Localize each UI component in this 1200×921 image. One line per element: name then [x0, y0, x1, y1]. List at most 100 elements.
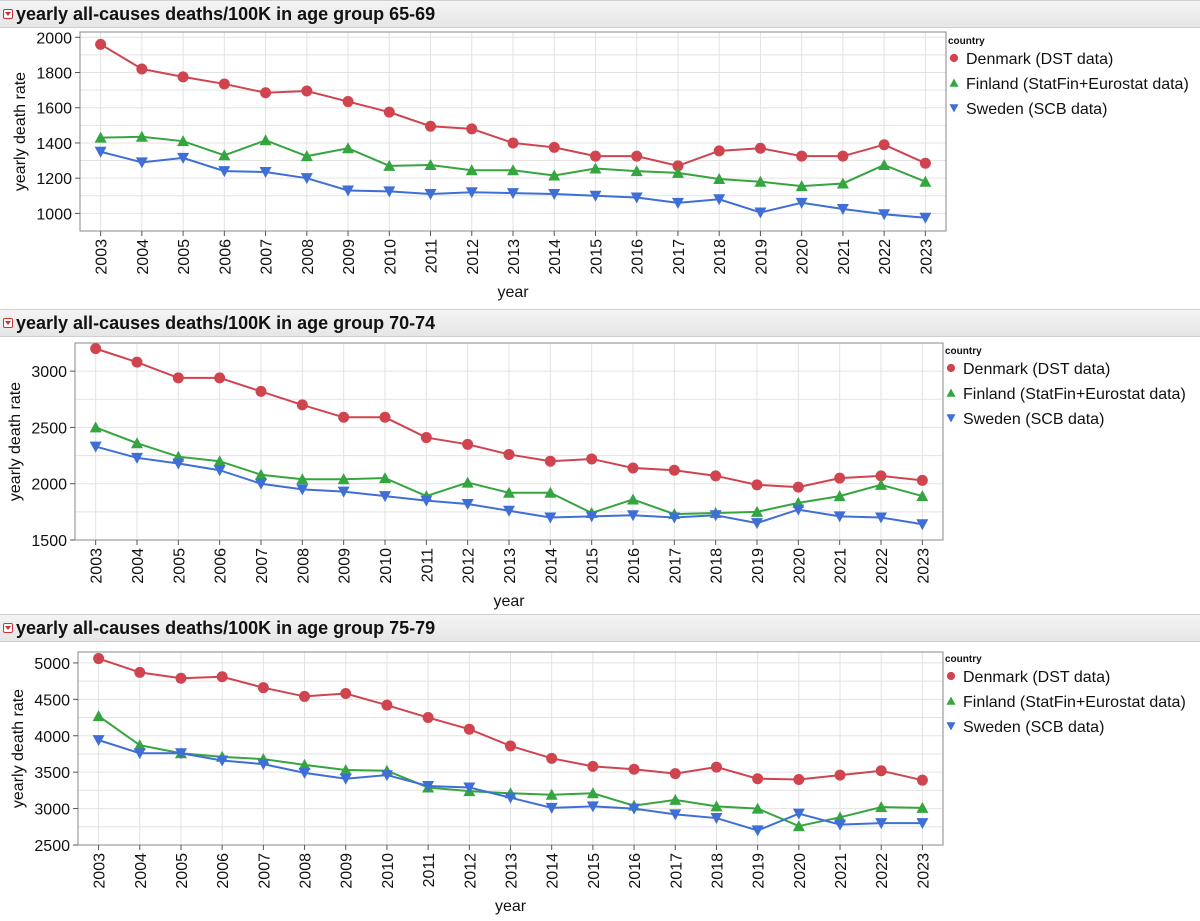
- data-point-sweden: [257, 759, 270, 771]
- data-point-denmark: [95, 38, 107, 50]
- x-tick-label: 2014: [545, 853, 562, 889]
- chart-panel-70-74: yearly all-causes deaths/100K in age gro…: [0, 309, 1200, 612]
- data-point-denmark: [546, 752, 558, 764]
- data-point-finland: [833, 490, 846, 502]
- disclosure-menu-icon[interactable]: [3, 623, 13, 633]
- data-point-sweden: [92, 735, 105, 747]
- data-point-finland: [259, 134, 272, 146]
- line-chart-65-69: 1000 1200 1400 1600 1800 2000 2003 2004 2005 2006…: [12, 30, 1189, 301]
- x-tick-label: 2018: [709, 853, 726, 889]
- x-tick-label: 2020: [791, 548, 808, 584]
- data-point-denmark: [796, 150, 808, 162]
- x-tick-label: 2003: [89, 548, 106, 584]
- y-axis-title: yearly death rate: [12, 72, 29, 191]
- y-tick-label: 1400: [36, 136, 72, 153]
- data-point-denmark: [338, 411, 350, 423]
- chart-title: yearly all-causes deaths/100K in age gro…: [16, 618, 436, 638]
- data-point-finland: [337, 473, 350, 485]
- data-point-finland: [627, 493, 639, 505]
- data-point-finland: [586, 787, 599, 799]
- x-tick-label: 2021: [833, 853, 850, 889]
- data-point-denmark: [255, 385, 267, 397]
- data-point-denmark: [463, 723, 475, 735]
- data-point-denmark: [875, 765, 887, 777]
- x-tick-label: 2009: [337, 548, 354, 584]
- y-tick-label: 1200: [36, 171, 72, 188]
- x-tick-label: 2005: [174, 853, 191, 889]
- data-point-denmark: [834, 472, 846, 484]
- data-point-finland: [135, 130, 148, 142]
- y-tick-label: 2500: [34, 838, 70, 855]
- x-tick-label: 2014: [547, 239, 564, 275]
- x-tick-label: 2007: [256, 853, 273, 889]
- y-axis: 1500 2000 2500 3000: [31, 364, 75, 550]
- data-point-sweden: [875, 818, 888, 830]
- data-point-sweden: [131, 452, 143, 464]
- data-point-sweden: [300, 173, 313, 185]
- data-point-denmark: [837, 150, 849, 162]
- panel-header: yearly all-causes deaths/100K in age gro…: [0, 0, 1200, 28]
- data-point-denmark: [752, 773, 764, 785]
- data-point-finland: [424, 158, 437, 170]
- data-point-finland: [875, 801, 888, 813]
- legend-label: Sweden (SCB data): [963, 411, 1104, 428]
- data-point-finland: [544, 486, 557, 498]
- data-point-denmark: [628, 763, 640, 775]
- data-point-sweden: [589, 190, 602, 202]
- data-point-denmark: [875, 470, 887, 482]
- x-tick-label: 2023: [918, 239, 935, 275]
- data-point-finland: [177, 135, 190, 147]
- data-point-sweden: [919, 212, 932, 224]
- x-tick-label: 2022: [877, 239, 894, 275]
- data-point-denmark: [299, 690, 311, 702]
- data-point-sweden: [834, 819, 847, 831]
- y-tick-label: 1600: [36, 101, 72, 118]
- data-point-denmark: [586, 453, 598, 465]
- data-point-finland: [836, 177, 849, 189]
- data-point-sweden: [709, 510, 722, 522]
- legend-title: country: [948, 36, 985, 47]
- legend: country Denmark (DST data) Finland (StatFi…: [945, 346, 1186, 428]
- x-tick-label: 2021: [836, 239, 853, 275]
- data-point-finland: [92, 710, 105, 722]
- data-point-finland: [131, 437, 143, 449]
- data-point-sweden: [630, 192, 643, 204]
- x-tick-label: 2004: [130, 548, 147, 584]
- x-tick-label: 2003: [94, 239, 111, 275]
- data-point-denmark: [878, 139, 890, 151]
- data-point-finland: [589, 162, 602, 174]
- data-point-sweden: [795, 197, 808, 209]
- x-tick-label: 2016: [627, 853, 644, 889]
- x-tick-label: 2016: [630, 239, 647, 275]
- panel-header: yearly all-causes deaths/100K in age gro…: [0, 614, 1200, 642]
- disclosure-menu-icon[interactable]: [3, 9, 13, 19]
- legend-marker-sweden: [946, 722, 956, 731]
- x-tick-label: 2018: [712, 239, 729, 275]
- data-point-denmark: [834, 769, 846, 781]
- x-axis-title: year: [493, 593, 525, 610]
- chart-panel-75-79: yearly all-causes deaths/100K in age gro…: [0, 614, 1200, 921]
- legend-marker-finland: [946, 388, 956, 397]
- legend-marker-finland: [949, 78, 959, 87]
- legend-marker-denmark: [946, 671, 956, 681]
- data-point-finland: [89, 421, 102, 433]
- x-axis: 2003 2004 2005 2006 2007 2008 2009 2010 2011 2012…: [89, 540, 932, 584]
- y-tick-label: 2000: [31, 477, 67, 494]
- legend-marker-denmark: [949, 53, 959, 63]
- data-point-denmark: [505, 740, 516, 752]
- legend-label: Finland (StatFin+Eurostat data): [963, 694, 1186, 711]
- x-tick-label: 2010: [380, 853, 397, 889]
- data-point-denmark: [793, 773, 805, 785]
- legend-title: country: [945, 346, 982, 357]
- disclosure-menu-icon[interactable]: [3, 318, 13, 328]
- x-tick-label: 2023: [915, 548, 932, 584]
- data-point-denmark: [342, 96, 354, 108]
- x-tick-label: 2020: [792, 853, 809, 889]
- data-point-denmark: [379, 411, 391, 423]
- data-point-denmark: [175, 672, 187, 684]
- data-point-finland: [213, 455, 226, 467]
- x-tick-label: 2013: [504, 853, 521, 889]
- data-point-finland: [218, 149, 231, 161]
- x-tick-label: 2012: [462, 853, 479, 889]
- x-tick-label: 2017: [671, 239, 688, 275]
